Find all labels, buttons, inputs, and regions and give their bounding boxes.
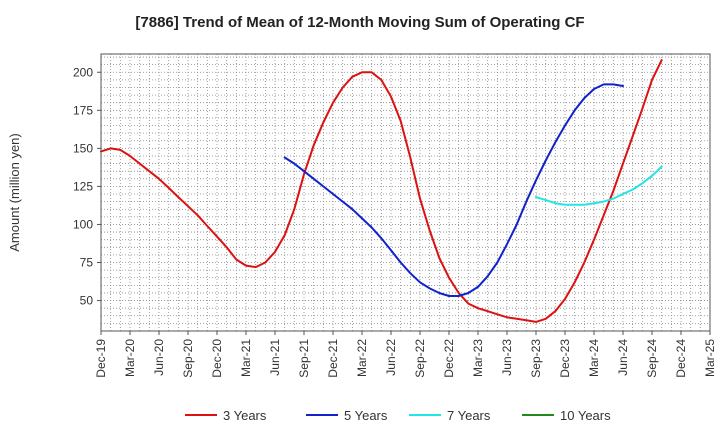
series-lines <box>100 59 663 323</box>
x-tick-label: Mar-25 <box>703 339 717 377</box>
x-tick-label: Dec-20 <box>210 339 224 378</box>
x-tick-label: Jun-22 <box>384 339 398 376</box>
x-tick-label: Dec-24 <box>674 339 688 378</box>
x-tick-label: Dec-19 <box>94 339 108 378</box>
x-tick-label: Jun-24 <box>616 339 630 376</box>
x-tick-label: Sep-23 <box>529 339 543 378</box>
legend-label-7-years: 7 Years <box>447 408 491 423</box>
legend-label-10-years: 10 Years <box>560 408 611 423</box>
legend-label-5-years: 5 Years <box>344 408 388 423</box>
x-tick-label: Sep-22 <box>413 339 427 378</box>
series-line-5-years <box>283 83 624 297</box>
series-line-7-years <box>535 165 663 206</box>
x-tick-label: Sep-24 <box>645 339 659 378</box>
y-tick-label: 150 <box>73 141 93 155</box>
y-tick-label: 100 <box>73 217 93 231</box>
series-line-3-years <box>100 59 663 323</box>
x-tick-label: Mar-22 <box>355 339 369 377</box>
x-tick-label: Jun-23 <box>500 339 514 376</box>
x-tick-label: Dec-21 <box>326 339 340 378</box>
x-tick-label: Mar-24 <box>587 339 601 377</box>
x-tick-label: Mar-23 <box>471 339 485 377</box>
y-tick-label: 175 <box>73 103 93 117</box>
y-tick-label: 50 <box>80 294 94 308</box>
y-tick-label: 125 <box>73 179 93 193</box>
plot-frame <box>100 53 711 332</box>
x-tick-label: Mar-21 <box>239 339 253 377</box>
x-tick-label: Mar-20 <box>123 339 137 377</box>
x-tick-label: Jun-20 <box>152 339 166 376</box>
x-tick-label: Sep-21 <box>297 339 311 378</box>
y-tick-labels: 50 75 100 125 150 175 200 <box>73 65 101 308</box>
x-tick-labels: Dec-19 Mar-20 Jun-20 Sep-20 Dec-20 Mar-21 Jun-… <box>94 331 717 378</box>
y-tick-label: 200 <box>73 65 93 79</box>
x-tick-label: Jun-21 <box>268 339 282 376</box>
x-tick-label: Dec-23 <box>558 339 572 378</box>
legend-label-3-years: 3 Years <box>223 408 267 423</box>
y-axis-label: Amount (million yen) <box>7 133 22 252</box>
x-tick-label: Sep-20 <box>181 339 195 378</box>
chart-title: [7886] Trend of Mean of 12-Month Moving … <box>135 14 585 31</box>
grid-lines <box>101 54 710 332</box>
legend: 3 Years 5 Years 7 Years 10 Years <box>185 408 611 423</box>
x-tick-label: Dec-22 <box>442 339 456 378</box>
y-tick-label: 75 <box>80 256 94 270</box>
